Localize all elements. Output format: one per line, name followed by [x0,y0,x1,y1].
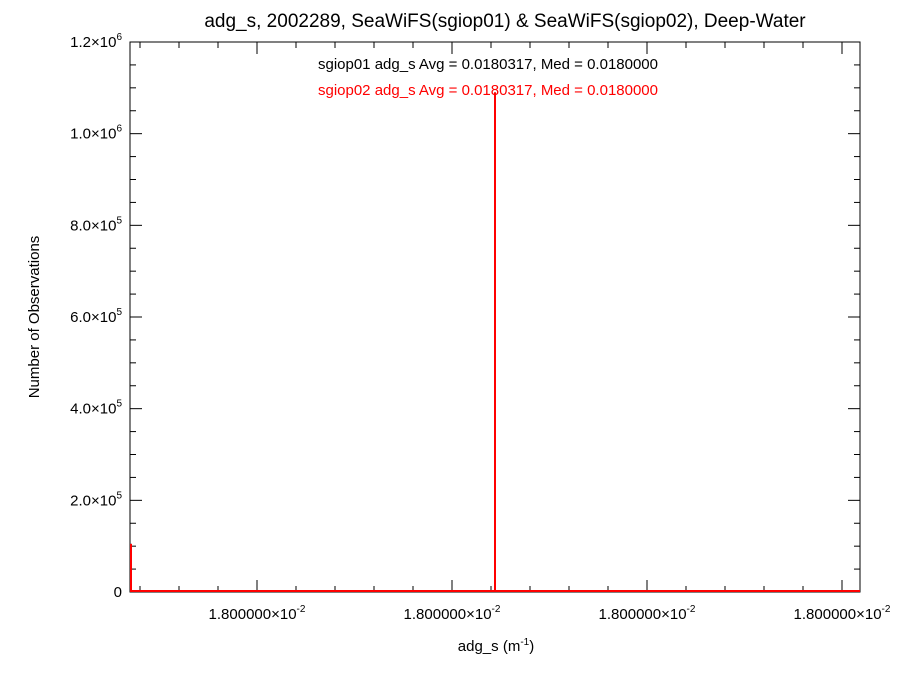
y-tick-label: 8.0×105 [70,215,122,234]
x-axis-tick-labels: 1.800000×10-2 1.800000×10-2 1.800000×10-2 1… [209,604,891,623]
x-tick-label: 1.800000×10-2 [404,604,501,623]
x-tick-label: 1.800000×10-2 [599,604,696,623]
x-tick-label: 1.800000×10-2 [794,604,891,623]
y-tick-label: 2.0×105 [70,490,122,509]
series-stats-sgiop01: sgiop01 adg_s Avg = 0.0180317, Med = 0.0… [318,56,658,73]
chart-title: adg_s, 2002289, SeaWiFS(sgiop01) & SeaWi… [204,11,806,32]
series-line-sgiop02 [130,92,860,592]
series-lines [130,92,860,592]
x-axis-label: adg_s (m-1) [458,637,534,655]
y-axis-label: Number of Observations [26,236,43,399]
series-stats-sgiop02: sgiop02 adg_s Avg = 0.0180317, Med = 0.0… [318,82,658,99]
y-tick-label: 1.2×106 [70,32,122,51]
y-axis-tick-labels: 0 2.0×105 4.0×105 6.0×105 8.0×105 1.0×106 1.2×… [70,32,122,601]
y-tick-label: 1.0×106 [70,124,122,143]
y-tick-label: 6.0×105 [70,307,122,326]
y-tick-label: 0 [114,584,122,601]
x-tick-label: 1.800000×10-2 [209,604,306,623]
y-tick-label: 4.0×105 [70,399,122,418]
